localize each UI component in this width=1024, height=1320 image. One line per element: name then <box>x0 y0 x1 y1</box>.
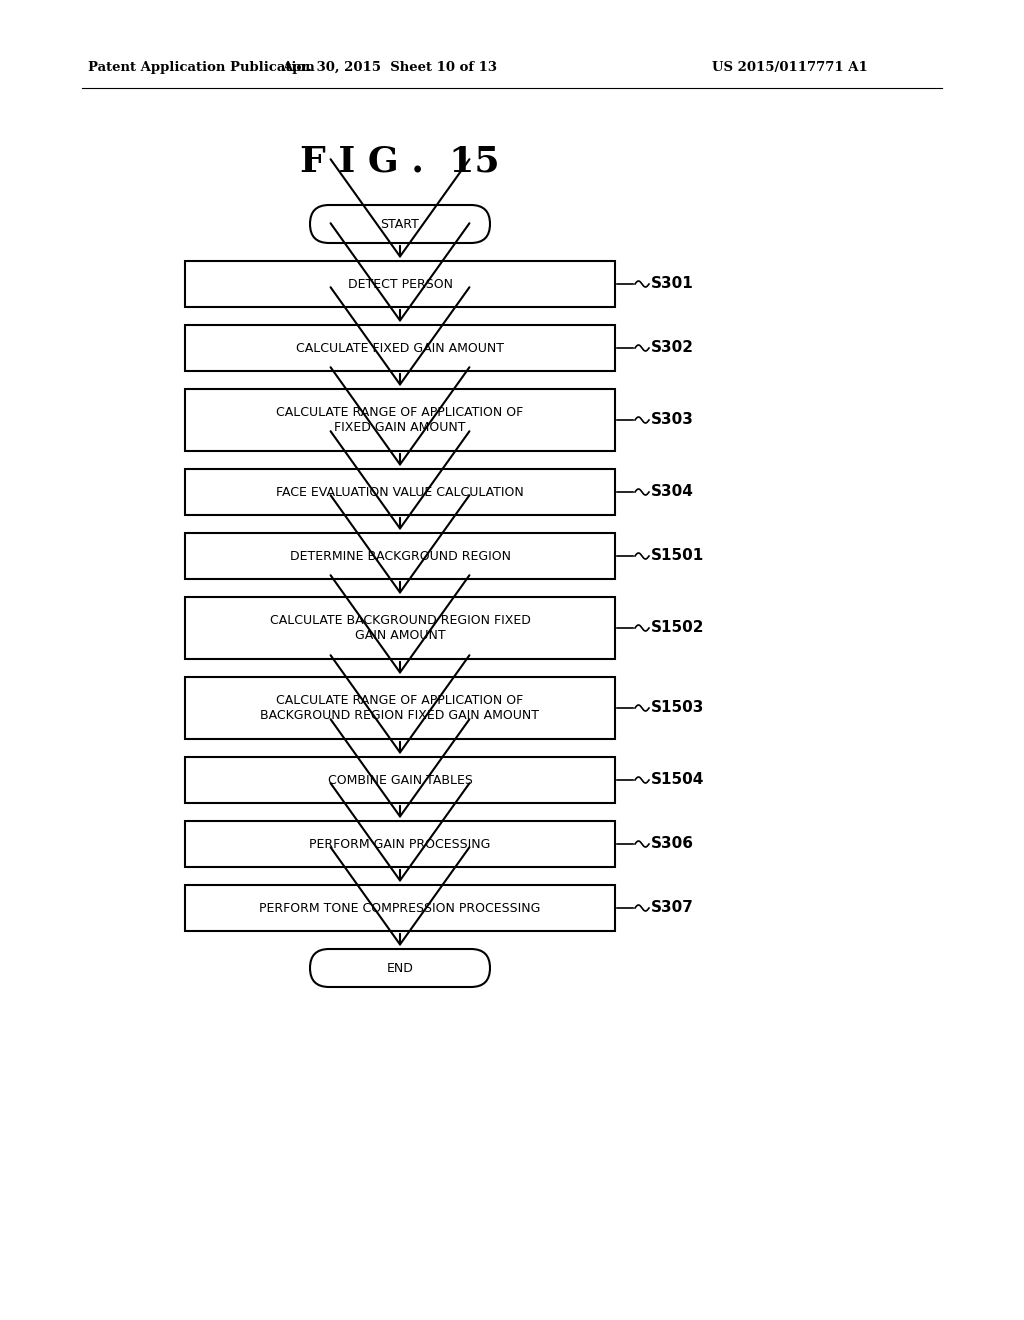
Text: S1501: S1501 <box>651 549 705 564</box>
Text: S301: S301 <box>651 276 693 292</box>
Text: S306: S306 <box>651 837 694 851</box>
Text: FACE EVALUATION VALUE CALCULATION: FACE EVALUATION VALUE CALCULATION <box>276 486 524 499</box>
Text: CALCULATE RANGE OF APPLICATION OF
BACKGROUND REGION FIXED GAIN AMOUNT: CALCULATE RANGE OF APPLICATION OF BACKGR… <box>260 694 540 722</box>
FancyBboxPatch shape <box>310 949 490 987</box>
FancyBboxPatch shape <box>310 205 490 243</box>
Text: S1503: S1503 <box>651 701 705 715</box>
Text: S1504: S1504 <box>651 772 705 788</box>
Text: END: END <box>387 961 414 974</box>
FancyBboxPatch shape <box>185 325 615 371</box>
Text: S307: S307 <box>651 900 694 916</box>
FancyBboxPatch shape <box>185 533 615 579</box>
Text: S302: S302 <box>651 341 694 355</box>
Text: PERFORM GAIN PROCESSING: PERFORM GAIN PROCESSING <box>309 837 490 850</box>
Text: CALCULATE RANGE OF APPLICATION OF
FIXED GAIN AMOUNT: CALCULATE RANGE OF APPLICATION OF FIXED … <box>276 407 523 434</box>
FancyBboxPatch shape <box>185 261 615 308</box>
FancyBboxPatch shape <box>185 821 615 867</box>
Text: Apr. 30, 2015  Sheet 10 of 13: Apr. 30, 2015 Sheet 10 of 13 <box>283 62 498 74</box>
FancyBboxPatch shape <box>185 677 615 739</box>
Text: CALCULATE FIXED GAIN AMOUNT: CALCULATE FIXED GAIN AMOUNT <box>296 342 504 355</box>
Text: S303: S303 <box>651 412 694 428</box>
Text: US 2015/0117771 A1: US 2015/0117771 A1 <box>712 62 868 74</box>
Text: DETERMINE BACKGROUND REGION: DETERMINE BACKGROUND REGION <box>290 549 511 562</box>
Text: Patent Application Publication: Patent Application Publication <box>88 62 314 74</box>
Text: S304: S304 <box>651 484 694 499</box>
Text: S1502: S1502 <box>651 620 705 635</box>
Text: COMBINE GAIN TABLES: COMBINE GAIN TABLES <box>328 774 472 787</box>
Text: F I G .  15: F I G . 15 <box>300 145 500 180</box>
FancyBboxPatch shape <box>185 756 615 803</box>
FancyBboxPatch shape <box>185 884 615 931</box>
Text: START: START <box>381 218 420 231</box>
Text: PERFORM TONE COMPRESSION PROCESSING: PERFORM TONE COMPRESSION PROCESSING <box>259 902 541 915</box>
Text: CALCULATE BACKGROUND REGION FIXED
GAIN AMOUNT: CALCULATE BACKGROUND REGION FIXED GAIN A… <box>269 614 530 642</box>
FancyBboxPatch shape <box>185 469 615 515</box>
Text: DETECT PERSON: DETECT PERSON <box>347 277 453 290</box>
FancyBboxPatch shape <box>185 597 615 659</box>
FancyBboxPatch shape <box>185 389 615 451</box>
